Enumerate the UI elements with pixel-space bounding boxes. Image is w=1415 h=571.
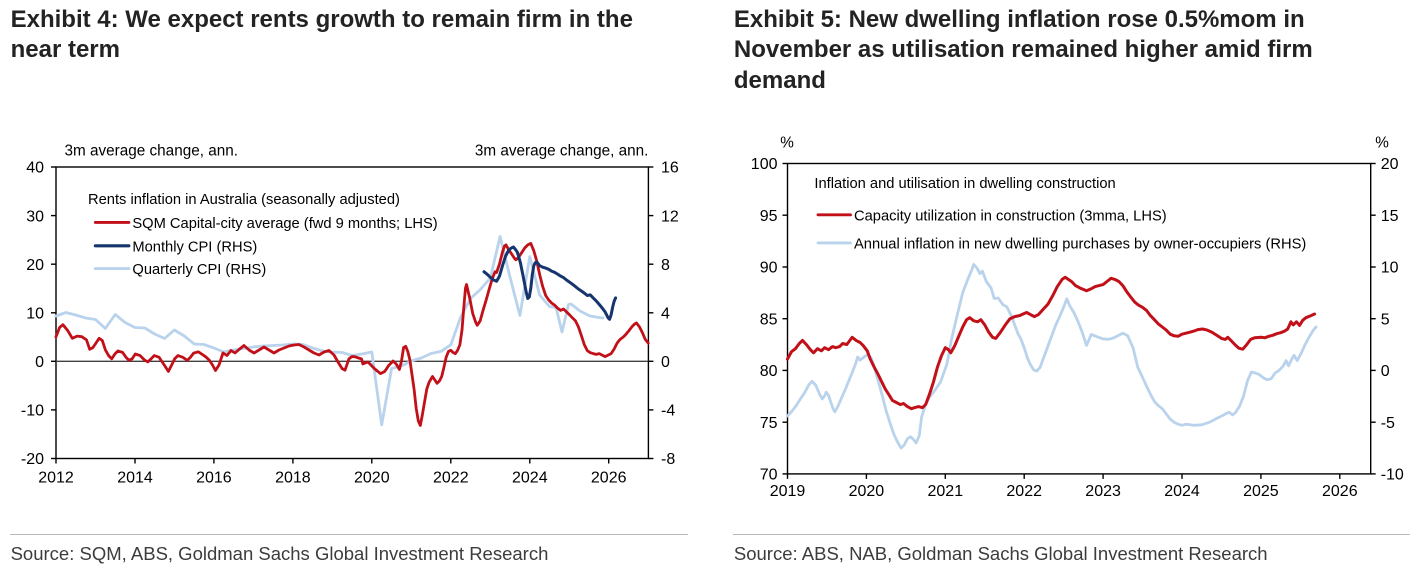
svg-text:SQM Capital-city average (fwd: SQM Capital-city average (fwd 9 months; … [132,216,437,232]
svg-text:3m average change, ann.: 3m average change, ann. [65,143,239,160]
svg-text:2022: 2022 [1006,483,1042,500]
svg-text:Annual inflation in new dwelli: Annual inflation in new dwelling purchas… [854,237,1306,253]
svg-text:0: 0 [1381,363,1390,380]
svg-text:30: 30 [26,208,44,225]
svg-text:2021: 2021 [928,483,964,500]
svg-text:16: 16 [661,160,679,177]
svg-text:Monthly CPI (RHS): Monthly CPI (RHS) [132,239,257,255]
svg-text:2026: 2026 [591,469,627,486]
svg-text:-10: -10 [1381,467,1404,484]
svg-text:2014: 2014 [117,469,153,486]
svg-text:95: 95 [760,208,778,225]
svg-text:12: 12 [661,208,679,225]
svg-text:%: % [780,135,794,152]
svg-text:-5: -5 [1381,415,1395,432]
svg-text:2019: 2019 [770,483,806,500]
svg-text:80: 80 [760,363,778,380]
svg-text:2018: 2018 [275,469,311,486]
svg-text:20: 20 [1381,156,1399,173]
svg-text:%: % [1375,135,1389,152]
svg-text:2024: 2024 [512,469,548,486]
svg-text:-10: -10 [21,403,44,420]
svg-text:2026: 2026 [1322,483,1358,500]
svg-text:15: 15 [1381,208,1399,225]
svg-text:-20: -20 [21,451,44,468]
svg-text:40: 40 [26,160,44,177]
svg-text:0: 0 [661,354,670,371]
svg-text:10: 10 [1381,260,1399,277]
svg-text:Quarterly CPI (RHS): Quarterly CPI (RHS) [132,262,266,278]
svg-text:0: 0 [35,354,44,371]
svg-text:2020: 2020 [354,469,390,486]
svg-text:20: 20 [26,257,44,274]
svg-text:Rents inflation in Australia (: Rents inflation in Australia (seasonally… [88,192,400,208]
svg-text:5: 5 [1381,311,1390,328]
svg-text:Capacity utilization in constr: Capacity utilization in construction (3m… [854,208,1167,224]
svg-text:3m average change, ann.: 3m average change, ann. [475,143,649,160]
svg-text:-8: -8 [661,451,675,468]
svg-text:4: 4 [661,305,670,322]
svg-text:2025: 2025 [1243,483,1279,500]
svg-text:2022: 2022 [433,469,469,486]
svg-text:2016: 2016 [196,469,232,486]
svg-text:Inflation and utilisation in d: Inflation and utilisation in dwelling co… [814,176,1115,192]
svg-text:90: 90 [760,260,778,277]
svg-text:2012: 2012 [38,469,74,486]
svg-text:-4: -4 [661,403,675,420]
svg-text:8: 8 [661,257,670,274]
svg-text:2024: 2024 [1164,483,1200,500]
svg-text:2023: 2023 [1085,483,1121,500]
svg-text:85: 85 [760,311,778,328]
svg-text:2020: 2020 [849,483,885,500]
svg-text:100: 100 [751,156,778,173]
svg-text:10: 10 [26,305,44,322]
svg-text:75: 75 [760,415,778,432]
svg-text:70: 70 [760,467,778,484]
